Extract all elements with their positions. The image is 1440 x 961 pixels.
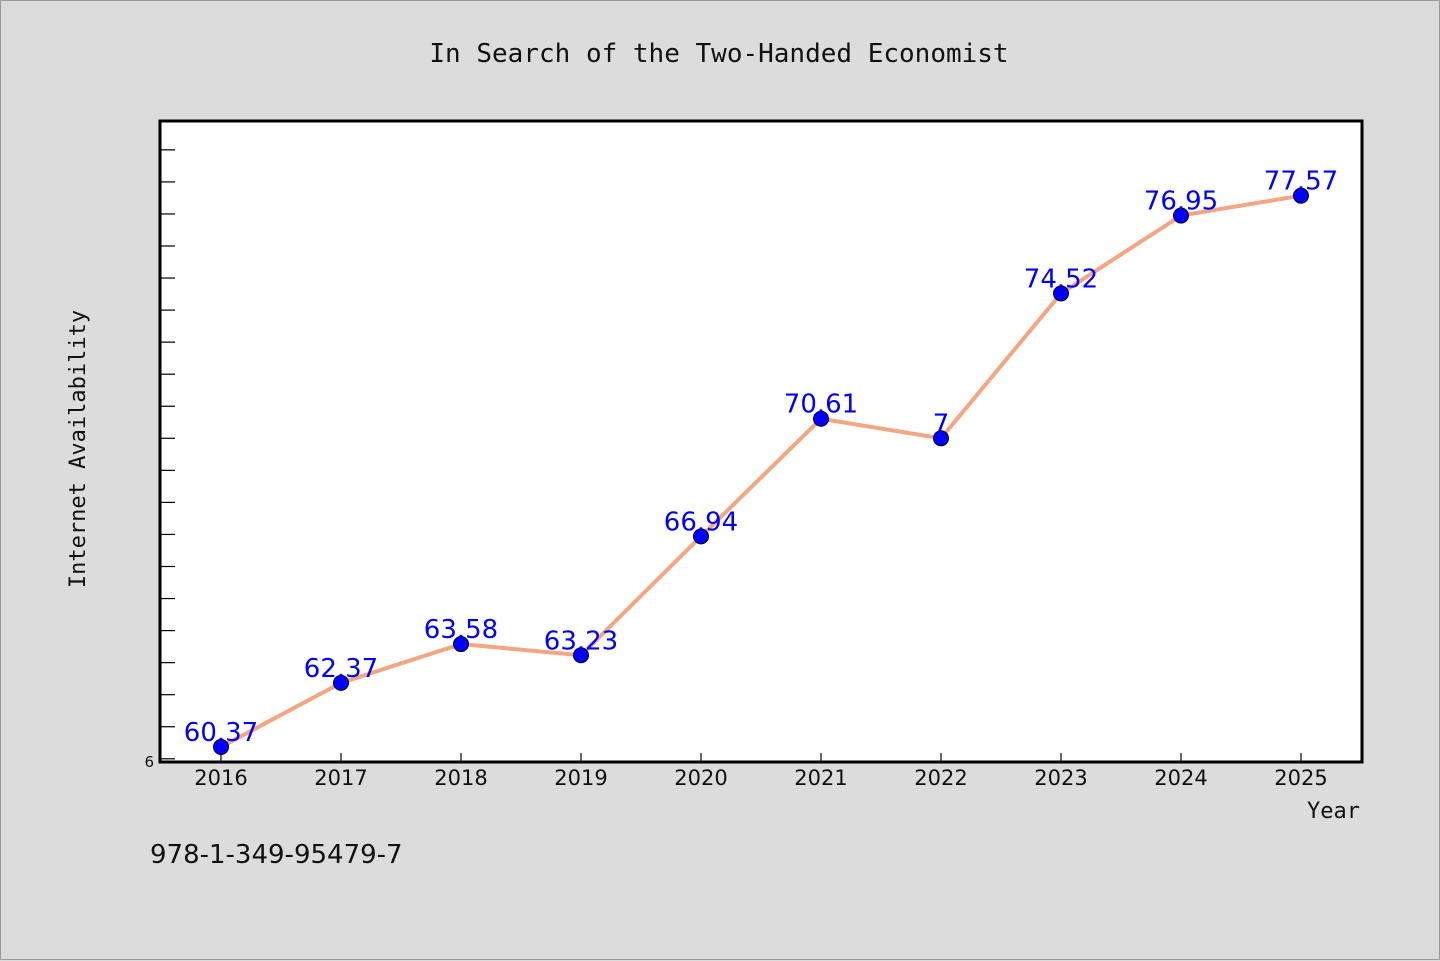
x-tick-label: 2022 bbox=[914, 766, 967, 790]
x-axis-ticks: 2016 2017 2018 2019 2020 2021 2022 2023 2024 2025 bbox=[194, 753, 1328, 790]
x-tick-label: 2023 bbox=[1034, 766, 1087, 790]
data-point bbox=[1293, 187, 1309, 204]
x-tick-label: 2024 bbox=[1154, 766, 1207, 790]
data-label: 70.61 bbox=[784, 390, 858, 420]
x-tick-label: 2016 bbox=[194, 766, 247, 790]
chart-title: In Search of the Two-Handed Economist bbox=[429, 39, 1008, 69]
data-point bbox=[453, 636, 469, 653]
data-point bbox=[1053, 285, 1069, 302]
data-point bbox=[693, 528, 709, 545]
data-point bbox=[1173, 207, 1189, 224]
data-label: 63.23 bbox=[544, 626, 618, 656]
x-tick-label: 2019 bbox=[554, 766, 607, 790]
data-label: 76.95 bbox=[1144, 187, 1218, 217]
x-tick-label: 2025 bbox=[1274, 766, 1327, 790]
y-axis-ticks: 6 bbox=[144, 149, 175, 771]
data-point bbox=[813, 410, 829, 427]
data-label: 62.37 bbox=[304, 654, 378, 684]
data-point bbox=[933, 430, 949, 447]
data-label: 63.58 bbox=[424, 615, 498, 645]
series-layer: 60.37 62.37 63.58 63.23 66.94 70.61 7 74.52 76.9… bbox=[184, 167, 1338, 755]
x-tick-label: 2020 bbox=[674, 766, 727, 790]
data-label: 77.57 bbox=[1264, 167, 1338, 197]
data-point bbox=[573, 647, 589, 664]
y-tick-label: 6 bbox=[144, 753, 154, 771]
series-line bbox=[220, 193, 1302, 749]
data-point bbox=[213, 738, 229, 755]
data-label: 74.52 bbox=[1024, 264, 1098, 294]
x-tick-label: 2017 bbox=[314, 766, 367, 790]
y-axis-label: Internet Availability bbox=[66, 310, 91, 588]
data-label: 66.94 bbox=[664, 507, 738, 537]
isbn-footnote: 978-1-349-95479-7 bbox=[150, 840, 403, 870]
data-label: 7 bbox=[933, 409, 950, 439]
data-point bbox=[333, 674, 349, 691]
x-tick-label: 2021 bbox=[794, 766, 847, 790]
x-axis-label: Year bbox=[1307, 799, 1360, 824]
x-tick-label: 2018 bbox=[434, 766, 487, 790]
data-label: 60.37 bbox=[184, 718, 258, 748]
